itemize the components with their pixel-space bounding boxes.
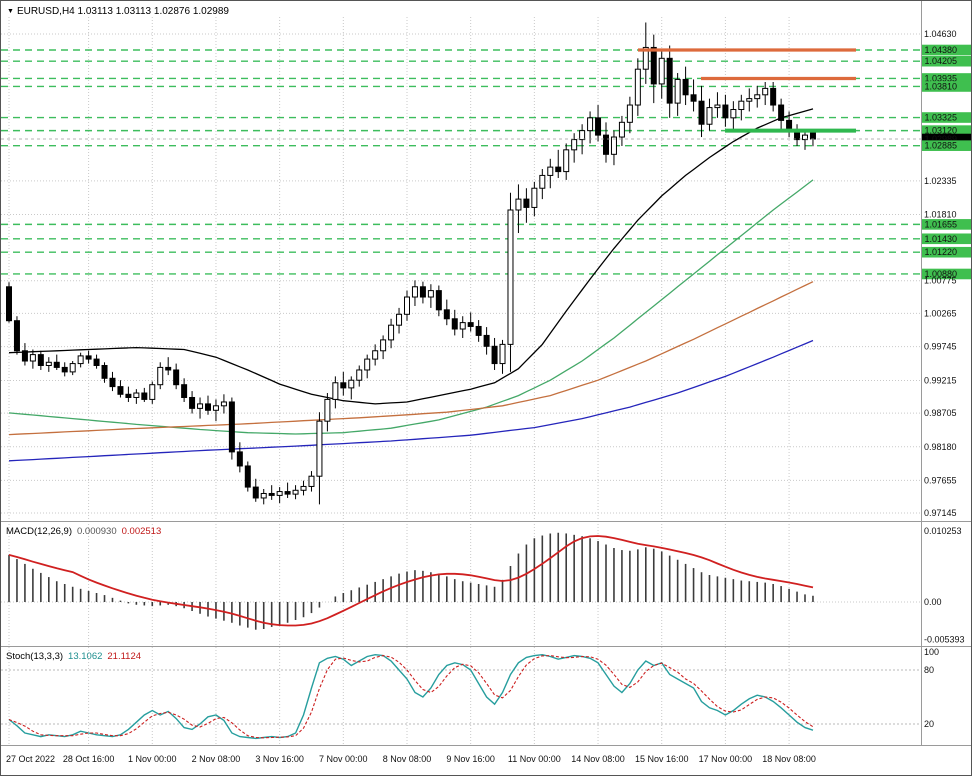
svg-text:1.03120: 1.03120	[925, 126, 958, 136]
stoch-name: Stoch(13,3,3)	[6, 651, 64, 662]
ma-blue	[8, 339, 814, 462]
stochastic-indicator-plot[interactable]	[1, 653, 921, 740]
svg-text:100: 100	[924, 647, 939, 657]
symbol-ohlc-line: ▼ EURUSD,H4 1.03113 1.03113 1.02876 1.029…	[7, 6, 229, 17]
candlesticks[interactable]	[6, 22, 816, 505]
svg-text:18 Nov 08:00: 18 Nov 08:00	[762, 754, 816, 764]
svg-text:0.99745: 0.99745	[924, 342, 957, 352]
macd-main-value: 0.000930	[77, 526, 117, 537]
stoch-indicator-label: Stoch(13,3,3) 13.1062 21.1124	[6, 651, 141, 662]
svg-text:0.99215: 0.99215	[924, 376, 957, 386]
svg-text:0.010253: 0.010253	[924, 526, 962, 536]
ohlc-open: 1.03113	[77, 6, 113, 17]
svg-text:1.01810: 1.01810	[924, 209, 957, 219]
svg-text:2 Nov 08:00: 2 Nov 08:00	[192, 754, 241, 764]
grid-lines	[1, 17, 921, 745]
stoch-k-value: 13.1062	[68, 651, 103, 662]
svg-text:1.02885: 1.02885	[925, 141, 958, 151]
svg-text:0.97655: 0.97655	[924, 475, 957, 485]
svg-text:15 Nov 16:00: 15 Nov 16:00	[635, 754, 689, 764]
svg-text:1.00775: 1.00775	[924, 276, 957, 286]
time-axis[interactable]: 27 Oct 2022 28 Oct 16:00 1 Nov 00:00 2 Nov …	[6, 754, 816, 764]
svg-text:0.97145: 0.97145	[924, 508, 957, 518]
svg-text:1.04630: 1.04630	[924, 29, 957, 39]
svg-text:1.03325: 1.03325	[925, 113, 958, 123]
ohlc-close: 1.02989	[192, 6, 229, 17]
svg-text:1.03810: 1.03810	[925, 81, 958, 91]
svg-text:7 Nov 00:00: 7 Nov 00:00	[319, 754, 368, 764]
svg-text:1.00265: 1.00265	[924, 308, 957, 318]
ohlc-high: 1.03113	[115, 6, 152, 17]
trend-lines[interactable]	[638, 48, 856, 133]
macd-signal-line	[8, 535, 814, 627]
svg-text:8 Nov 08:00: 8 Nov 08:00	[383, 754, 432, 764]
svg-text:-0.005393: -0.005393	[924, 634, 965, 644]
svg-text:27 Oct 2022: 27 Oct 2022	[6, 754, 55, 764]
ma-green	[8, 179, 814, 435]
macd-signal-value: 0.002513	[121, 526, 162, 537]
macd-indicator-plot[interactable]	[1, 532, 921, 630]
ohlc-low: 1.02876	[153, 6, 191, 17]
svg-text:1 Nov 00:00: 1 Nov 00:00	[128, 754, 177, 764]
macd-name: MACD(12,26,9)	[6, 526, 72, 537]
stoch-d-value: 21.1124	[107, 651, 142, 662]
svg-text:9 Nov 16:00: 9 Nov 16:00	[446, 754, 495, 764]
svg-text:1.04205: 1.04205	[925, 56, 958, 66]
svg-text:20: 20	[924, 719, 934, 729]
stoch-d-line	[8, 655, 814, 739]
svg-text:1.02989: 1.02989	[925, 134, 958, 144]
ma-orange	[8, 281, 814, 436]
svg-text:1.04380: 1.04380	[925, 45, 958, 55]
svg-text:3 Nov 16:00: 3 Nov 16:00	[255, 754, 304, 764]
ma-fast-black	[8, 108, 814, 405]
svg-text:1.02335: 1.02335	[924, 176, 957, 186]
svg-text:1.03935: 1.03935	[925, 73, 958, 83]
svg-text:0.98180: 0.98180	[924, 442, 957, 452]
svg-text:1.01220: 1.01220	[925, 247, 958, 257]
triangle-down-icon: ▼	[7, 8, 14, 15]
dashed-support-resistance-levels	[1, 49, 921, 275]
svg-text:1.00880: 1.00880	[925, 269, 958, 279]
moving-averages	[8, 108, 814, 462]
svg-text:1.01430: 1.01430	[925, 234, 958, 244]
panel-separators	[1, 1, 971, 746]
symbol-label: EURUSD,H4	[16, 6, 75, 17]
svg-text:1.01655: 1.01655	[925, 219, 958, 229]
stoch-k-line	[8, 653, 814, 740]
macd-indicator-label: MACD(12,26,9) 0.000930 0.002513	[6, 526, 161, 537]
svg-text:0.00: 0.00	[924, 597, 942, 607]
macd-axis: 0.010253 0.00 -0.005393	[924, 526, 965, 644]
svg-text:14 Nov 08:00: 14 Nov 08:00	[571, 754, 625, 764]
stoch-axis: 100 80 20	[924, 647, 939, 729]
svg-text:17 Nov 00:00: 17 Nov 00:00	[699, 754, 753, 764]
svg-text:11 Nov 00:00: 11 Nov 00:00	[508, 754, 561, 764]
svg-text:80: 80	[924, 665, 934, 675]
svg-text:28 Oct 16:00: 28 Oct 16:00	[63, 754, 115, 764]
svg-text:0.98705: 0.98705	[924, 408, 957, 418]
